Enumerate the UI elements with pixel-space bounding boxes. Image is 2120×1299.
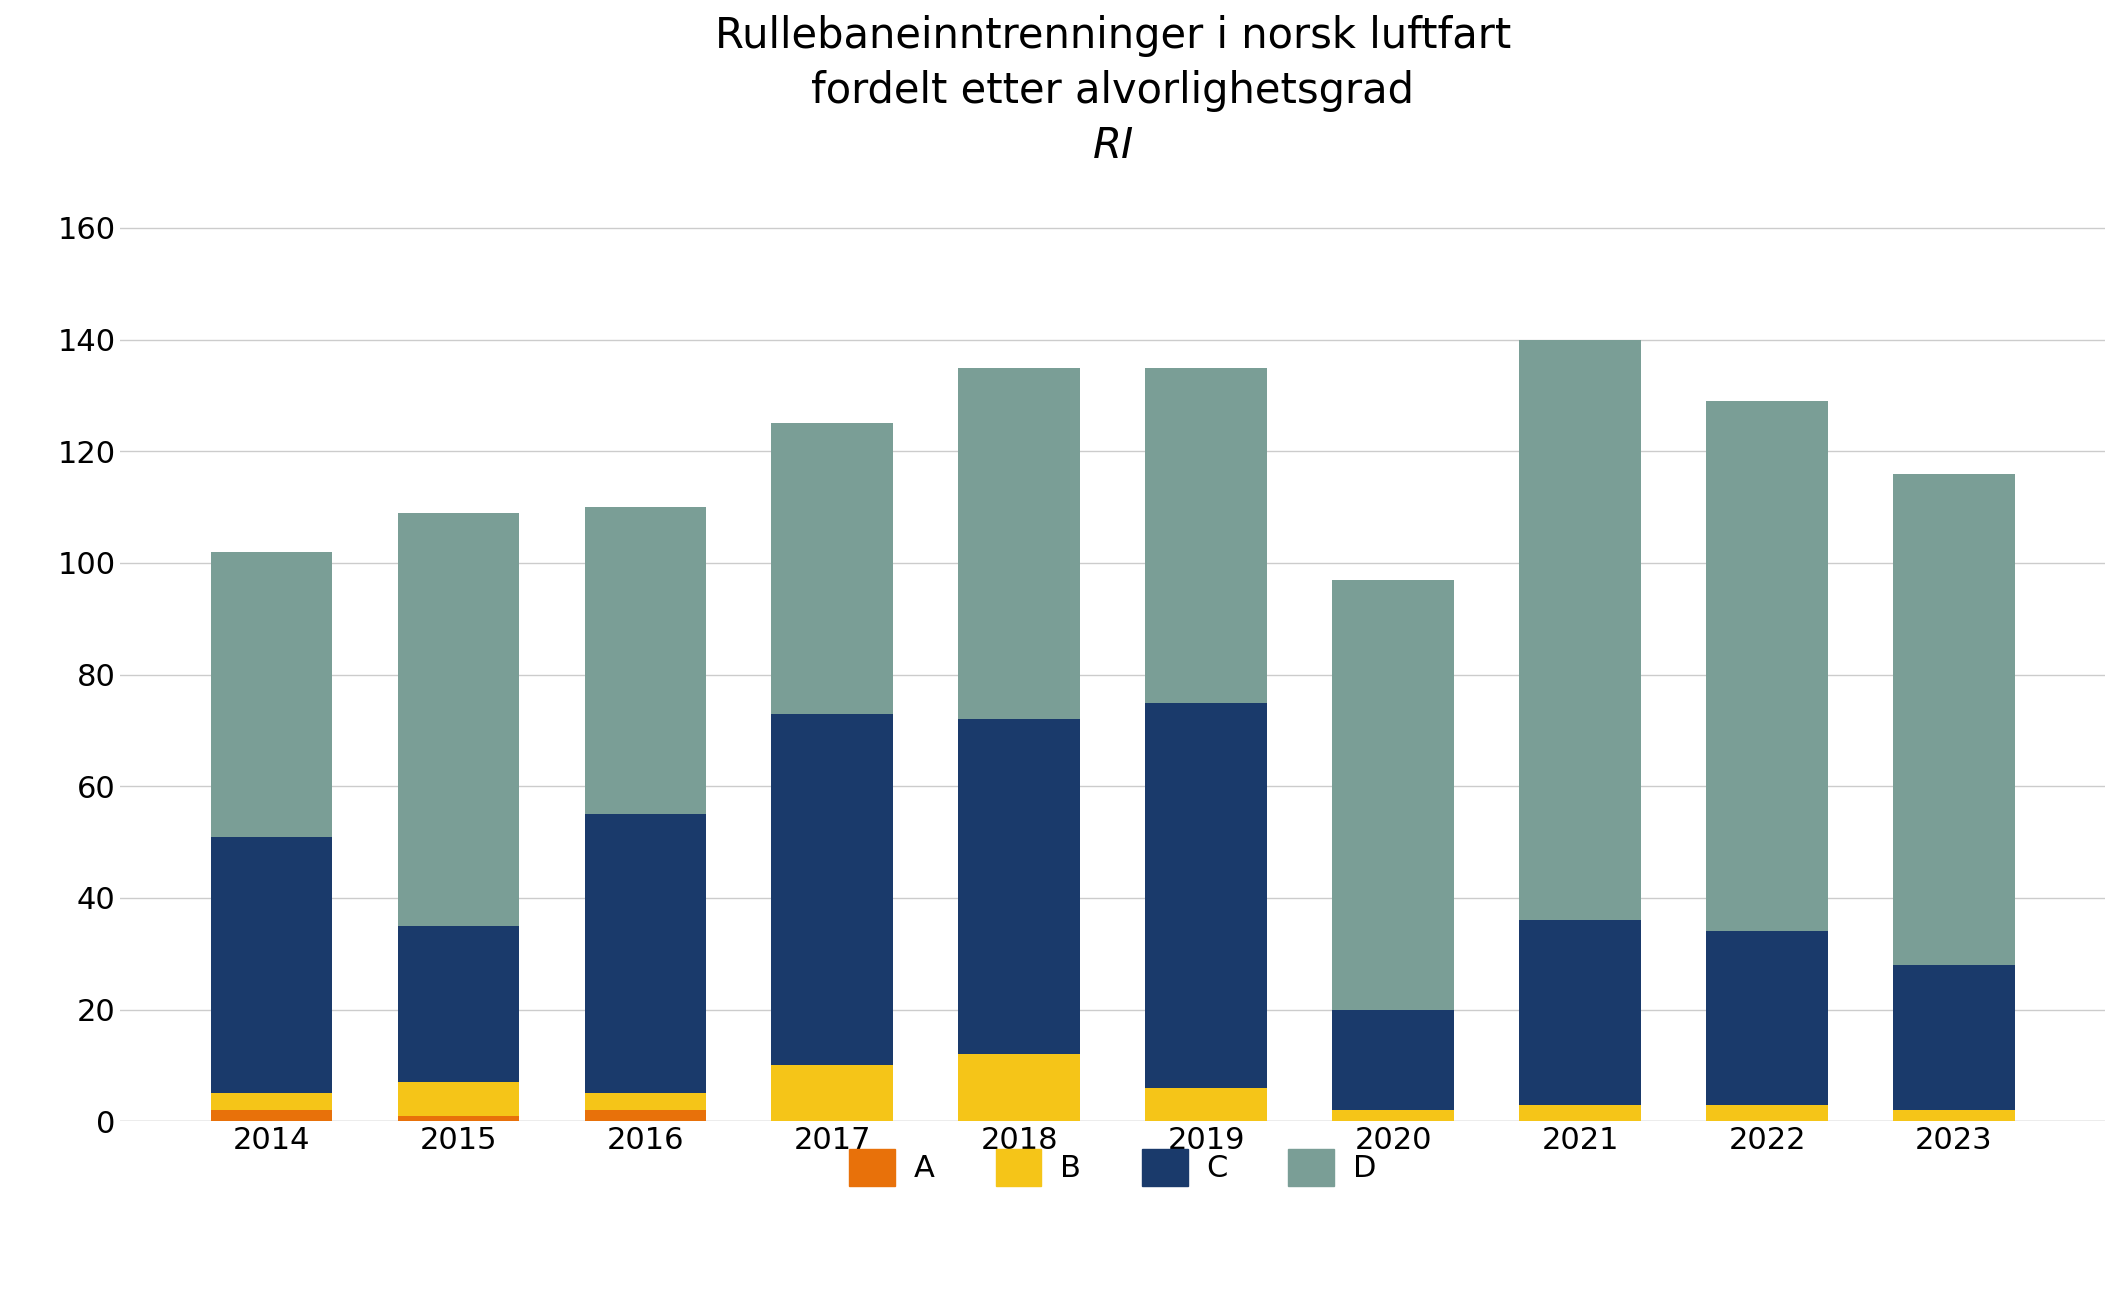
Bar	[210, 552, 333, 837]
Bar	[399, 513, 519, 926]
Bar	[958, 1055, 1079, 1121]
Bar	[772, 713, 893, 1065]
Bar	[1893, 965, 2014, 1111]
Title: Rullebaneinntrenninger i norsk luftfart
fordelt etter alvorlighetsgrad
$\it{RI}$: Rullebaneinntrenninger i norsk luftfart …	[714, 16, 1512, 168]
Bar	[1520, 339, 1641, 920]
Bar	[399, 926, 519, 1082]
Bar	[210, 1094, 333, 1111]
Bar	[1331, 579, 1454, 1009]
Bar	[399, 1082, 519, 1116]
Bar	[1520, 1104, 1641, 1121]
Bar	[958, 720, 1079, 1055]
Bar	[772, 423, 893, 713]
Bar	[1145, 1087, 1268, 1121]
Bar	[1707, 401, 1827, 931]
Bar	[1893, 474, 2014, 965]
Bar	[1331, 1111, 1454, 1121]
Bar	[585, 1094, 706, 1111]
Bar	[958, 368, 1079, 720]
Bar	[1707, 931, 1827, 1104]
Bar	[1893, 1111, 2014, 1121]
Bar	[210, 837, 333, 1094]
Legend: A, B, C, D: A, B, C, D	[837, 1137, 1389, 1198]
Bar	[1707, 1104, 1827, 1121]
Bar	[1331, 1009, 1454, 1111]
Bar	[1145, 703, 1268, 1087]
Bar	[1520, 920, 1641, 1104]
Bar	[210, 1111, 333, 1121]
Bar	[399, 1116, 519, 1121]
Bar	[585, 507, 706, 814]
Bar	[585, 814, 706, 1094]
Bar	[772, 1065, 893, 1121]
Bar	[585, 1111, 706, 1121]
Bar	[1145, 368, 1268, 703]
